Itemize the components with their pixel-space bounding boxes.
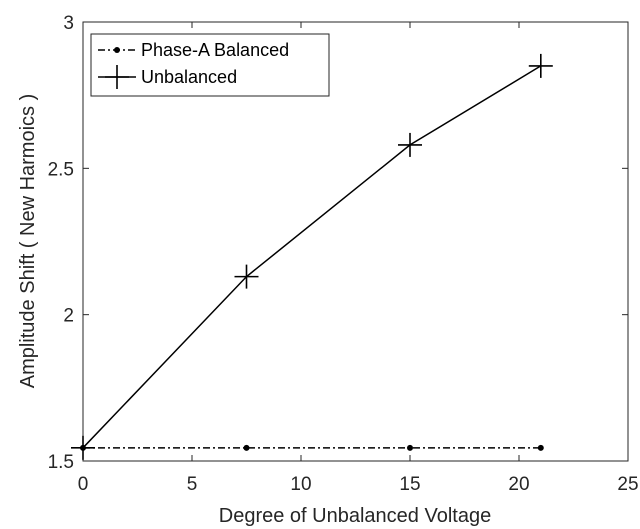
y-tick-label: 2.5 — [48, 159, 74, 180]
x-tick-label: 25 — [617, 474, 638, 495]
legend-marker-2 — [105, 65, 129, 89]
legend-label-2: Unbalanced — [141, 67, 237, 87]
series-2-point — [398, 132, 422, 157]
series-layer — [71, 53, 553, 460]
legend: Phase-A Balanced Unbalanced — [90, 33, 330, 97]
series-1-point — [243, 444, 250, 451]
x-tick-label: 15 — [399, 474, 420, 495]
series-1-point — [537, 444, 544, 451]
y-tick-label: 1.5 — [48, 452, 74, 473]
series-2-point — [234, 264, 259, 289]
series-2-point — [71, 435, 95, 460]
y-axis-label: Amplitude Shift ( New Harmoics ) — [17, 94, 39, 389]
legend-marker-1 — [114, 47, 120, 53]
x-tick-label: 0 — [78, 474, 89, 495]
x-tick-label: 10 — [290, 474, 311, 495]
x-axis-label: Degree of Unbalanced Voltage — [219, 505, 491, 527]
x-tick-label: 5 — [187, 474, 198, 495]
legend-entry-2: Unbalanced — [98, 65, 237, 89]
axis-ticks: 0 5 10 15 20 25 1.5 2 2.5 3 — [48, 13, 639, 495]
series-2-point — [528, 53, 553, 78]
y-tick-label: 2 — [63, 306, 74, 327]
legend-box — [90, 33, 330, 97]
series-1-point — [407, 444, 413, 451]
series-line-2 — [82, 65, 542, 449]
y-tick-label: 3 — [63, 13, 74, 34]
legend-label-1: Phase-A Balanced — [141, 40, 289, 60]
x-tick-label: 20 — [508, 474, 529, 495]
legend-entry-1: Phase-A Balanced — [98, 40, 289, 60]
